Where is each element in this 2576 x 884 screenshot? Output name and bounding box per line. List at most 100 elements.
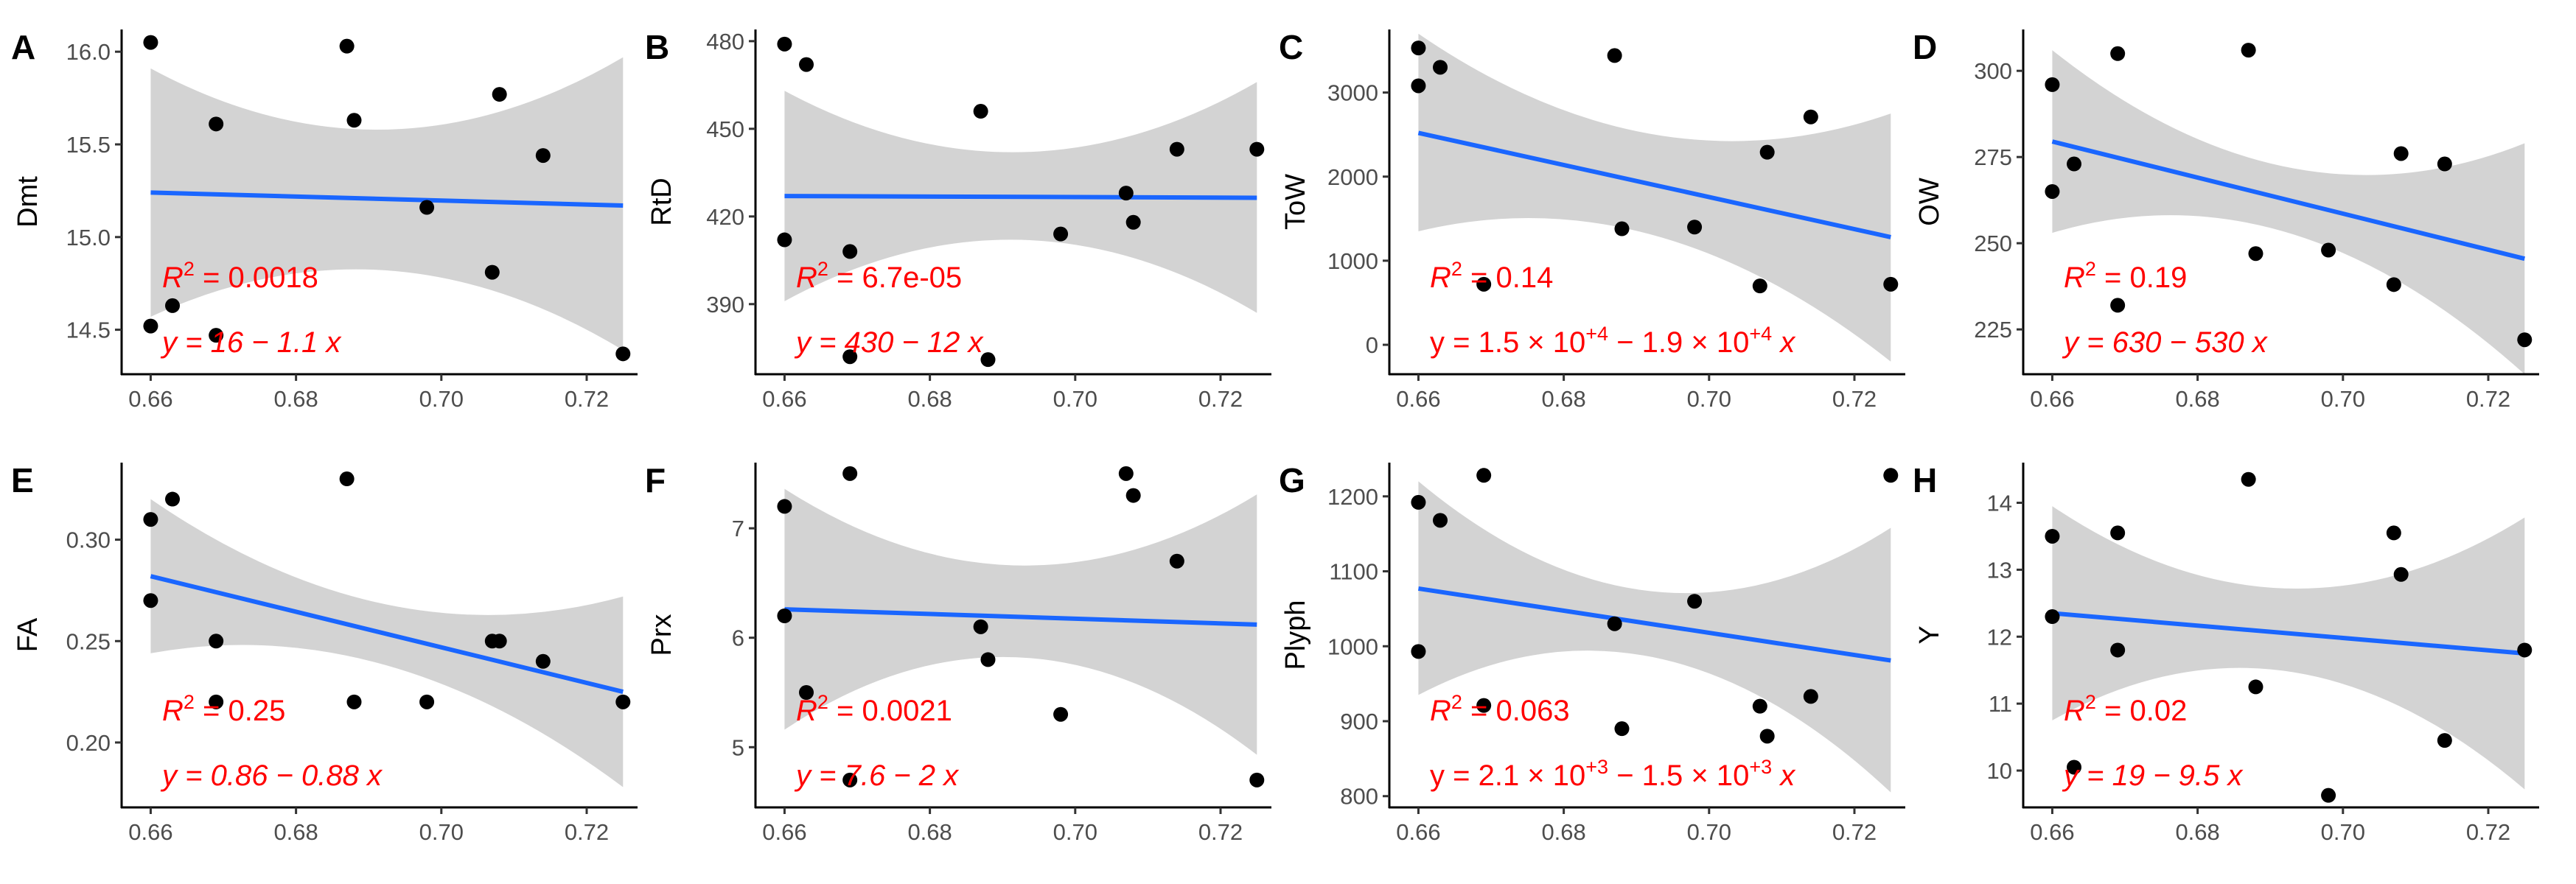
x-tick-label: 0.66 <box>762 819 806 845</box>
data-point <box>777 232 792 248</box>
equation-part: y = 2.1 × 10 <box>1430 760 1585 792</box>
x-tick-label: 0.72 <box>1832 819 1877 845</box>
equation-exponent: +3 <box>1749 756 1772 778</box>
equation-part: − 1.5 × 10 <box>1608 760 1749 792</box>
data-point <box>209 328 224 343</box>
data-point <box>1476 468 1492 483</box>
data-point <box>1411 78 1426 94</box>
r-squared-label: R2 = 0.14 <box>1430 258 1553 294</box>
r-squared-symbol: R <box>796 695 817 727</box>
panel-letter: C <box>1279 28 1303 66</box>
data-point <box>2437 733 2452 748</box>
regression-equation: y = 19 − 9.5 x <box>2062 760 2244 792</box>
equation-part: − 1.9 × 10 <box>1608 326 1749 359</box>
x-tick-label: 0.68 <box>907 386 952 412</box>
r-squared-label: R2 = 0.0021 <box>796 691 952 727</box>
x-tick-label: 0.72 <box>2466 819 2510 845</box>
r-squared-value: = 6.7e-05 <box>828 262 962 294</box>
regression-line <box>150 574 624 694</box>
data-point <box>1433 513 1448 528</box>
data-point <box>2321 787 2336 803</box>
data-point <box>419 694 435 709</box>
regression-line <box>1417 586 1891 663</box>
data-point <box>973 619 988 634</box>
data-point <box>143 318 158 334</box>
data-point <box>842 466 858 481</box>
data-point <box>2241 43 2256 58</box>
x-tick-label: 0.70 <box>419 819 464 845</box>
regression-line <box>784 607 1257 627</box>
y-tick-label: 390 <box>706 292 744 318</box>
data-point <box>2045 528 2060 544</box>
confidence-band <box>784 488 1257 755</box>
y-tick-label: 900 <box>1340 709 1378 734</box>
panel-a: 14.5 15.0 15.5 16.0 0.66 0.68 0.70 0.72 Dmt A R2 =… <box>11 28 638 412</box>
y-tick-label: 300 <box>1974 58 2012 84</box>
y-axis-title: RtD <box>646 178 677 225</box>
data-point <box>1411 494 1426 510</box>
confidence-band <box>2052 50 2525 374</box>
data-point <box>209 116 224 132</box>
data-point <box>2517 642 2533 658</box>
data-point <box>799 57 814 72</box>
y-tick-label: 0.30 <box>66 527 111 553</box>
data-point <box>143 593 158 608</box>
r-squared-value: = 0.02 <box>2096 695 2187 727</box>
data-point <box>165 491 181 507</box>
confidence-band <box>150 57 624 351</box>
regression-line <box>2051 139 2526 262</box>
y-tick-label: 1100 <box>1329 559 1378 585</box>
data-point <box>2110 642 2126 658</box>
r-squared-exponent: 2 <box>817 691 828 713</box>
y-tick-label: 10 <box>1987 758 2012 784</box>
data-point <box>1883 276 1899 292</box>
r-squared-value: = 0.14 <box>1462 262 1553 294</box>
panel-letter: A <box>11 28 35 66</box>
data-point <box>143 35 158 50</box>
x-tick-label: 0.66 <box>762 386 806 412</box>
x-tick-label: 0.68 <box>907 819 952 845</box>
data-point <box>143 512 158 527</box>
equation-part: y = 1.5 × 10 <box>1430 326 1585 359</box>
x-tick-label: 0.70 <box>2321 386 2365 412</box>
data-point <box>492 87 507 102</box>
data-point <box>209 634 224 649</box>
r-squared-symbol: R <box>1430 262 1451 294</box>
y-tick-label: 14 <box>1987 491 2012 516</box>
x-tick-label: 0.72 <box>1832 386 1877 412</box>
r-squared-exponent: 2 <box>1451 691 1462 713</box>
y-tick-label: 225 <box>1974 317 2012 343</box>
y-tick-label: 420 <box>706 204 744 230</box>
data-point <box>1053 226 1069 242</box>
panel-h: 10 11 12 13 14 0.66 0.68 0.70 0.72 Y H R2 = 0.02 y =… <box>1913 461 2539 845</box>
x-tick-label: 0.68 <box>273 386 318 412</box>
data-point <box>1614 221 1630 236</box>
data-point <box>2248 246 2263 262</box>
regression-line <box>1417 130 1891 239</box>
y-tick-label: 480 <box>706 29 744 55</box>
x-tick-label: 0.72 <box>1198 386 1243 412</box>
x-tick-label: 0.66 <box>2030 386 2074 412</box>
r-squared-value: = 0.063 <box>1462 695 1570 727</box>
data-point <box>799 685 814 700</box>
data-point <box>1125 488 1141 503</box>
data-point <box>1053 706 1069 722</box>
confidence-band <box>1418 481 1891 793</box>
data-point <box>165 298 181 313</box>
regression-line <box>150 190 624 208</box>
data-point <box>777 36 792 52</box>
r-squared-label: R2 = 0.25 <box>162 691 285 727</box>
x-tick-label: 0.72 <box>1198 819 1243 845</box>
data-point <box>842 349 858 365</box>
x-tick-label: 0.70 <box>419 386 464 412</box>
panel-letter: B <box>645 28 669 66</box>
r-squared-symbol: R <box>162 695 184 727</box>
data-point <box>1433 60 1448 75</box>
data-point <box>1118 466 1134 481</box>
r-squared-label: R2 = 0.19 <box>2064 258 2187 294</box>
confidence-band <box>1418 33 1891 362</box>
regression-equation: y = 16 − 1.1 x <box>160 326 342 359</box>
y-tick-label: 15.0 <box>66 225 111 250</box>
regression-equation: y = 630 − 530 x <box>2062 326 2269 359</box>
y-axis-title: Prx <box>646 614 677 656</box>
